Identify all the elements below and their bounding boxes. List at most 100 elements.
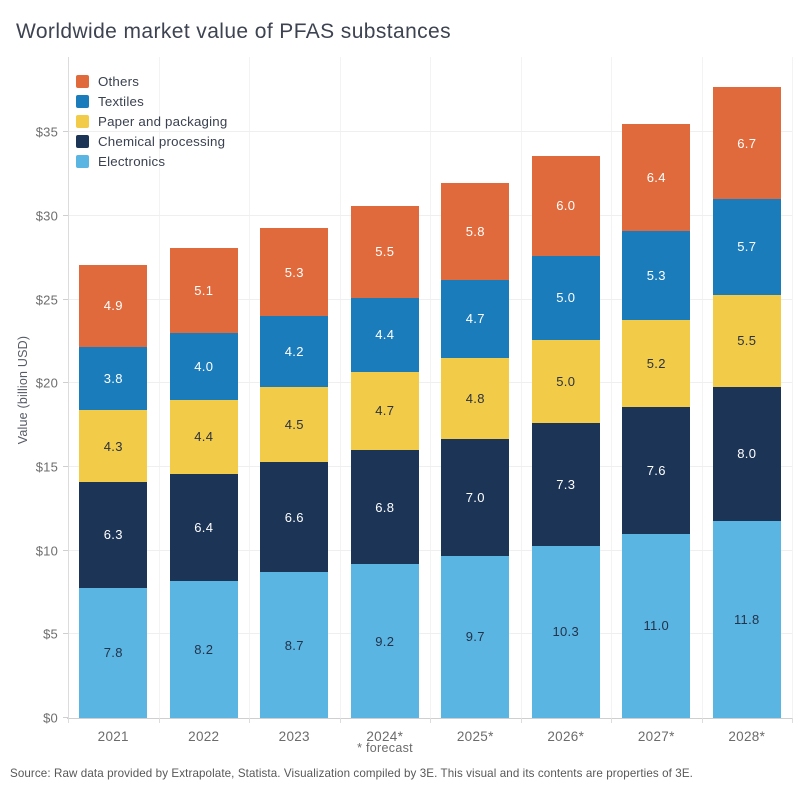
bar-value-label: 5.5	[737, 333, 757, 349]
bar-stack-2025: 9.7 7.0 4.8 4.7 5.8	[441, 182, 510, 718]
bar-segment-chemical-processing-2024: 6.8	[350, 450, 419, 564]
y-tick-label: $5	[43, 626, 58, 642]
bar-value-label: 6.7	[737, 135, 757, 151]
bar-value-label: 4.9	[103, 298, 123, 314]
bar-value-label: 5.8	[465, 223, 485, 239]
y-tick-label: $35	[35, 124, 58, 140]
y-tick-mark	[63, 382, 68, 384]
y-tick-label: $15	[35, 459, 58, 475]
bar-value-label: 6.8	[375, 499, 395, 515]
bar-value-label: 4.0	[194, 359, 214, 375]
x-tick-mark	[430, 718, 431, 723]
vertical-gridline	[611, 57, 612, 718]
bar-segment-electronics-2027: 11.0	[622, 533, 691, 718]
x-tick-label-2025: 2025*	[456, 729, 494, 744]
bar-column-2021: 7.8 6.3 4.3 3.8 4.9	[68, 57, 159, 718]
y-tick-mark	[63, 549, 68, 551]
legend-swatch-paper-and-packaging	[76, 114, 89, 128]
bar-stack-2027: 11.0 7.6 5.2 5.3 6.4	[622, 123, 691, 718]
y-tick-label: $0	[43, 710, 58, 726]
x-tick-label-2023: 2023	[278, 729, 310, 744]
bar-value-label: 6.4	[646, 169, 666, 185]
bar-segment-others-2027: 6.4	[622, 123, 691, 232]
x-tick-mark	[249, 718, 250, 723]
bar-stack-2028: 11.8 8.0 5.5 5.7 6.7	[712, 87, 781, 718]
x-tick-mark	[520, 718, 522, 723]
horizontal-gridline	[68, 466, 792, 467]
bar-stack-2023: 8.7 6.6 4.5 4.2 5.3	[260, 227, 329, 718]
y-tick-mark	[63, 633, 68, 635]
x-tick-mark	[792, 718, 793, 723]
bar-column-2025: 9.7 7.0 4.8 4.7 5.8	[430, 57, 521, 718]
vertical-gridline	[249, 57, 250, 718]
vertical-gridline	[339, 57, 341, 718]
page-title: Worldwide market value of PFAS substance…	[16, 20, 452, 43]
bar-value-label: 8.0	[737, 446, 757, 462]
bar-segment-paper-and-packaging-2022: 4.4	[169, 400, 238, 474]
bar-value-label: 4.5	[284, 416, 304, 432]
bar-segment-chemical-processing-2026: 7.3	[531, 423, 600, 546]
bar-value-label: 5.0	[556, 374, 576, 390]
bar-segment-electronics-2028: 11.8	[712, 520, 781, 718]
legend-label-textiles: Textiles	[98, 93, 144, 109]
bar-value-label: 7.8	[103, 645, 123, 661]
legend-swatch-textiles	[76, 94, 89, 108]
bar-value-label: 4.4	[375, 327, 395, 343]
bar-segment-electronics-2025: 9.7	[441, 555, 510, 718]
y-tick-mark	[63, 131, 68, 133]
x-tick-label-2028: 2028*	[728, 729, 766, 744]
bar-segment-textiles-2028: 5.7	[712, 199, 781, 295]
y-tick-label: $25	[35, 292, 58, 308]
legend: Others Textiles Paper and packaging Chemica…	[76, 74, 227, 169]
legend-swatch-others	[76, 74, 89, 88]
vertical-gridline	[430, 57, 431, 718]
bar-value-label: 3.8	[103, 370, 123, 386]
x-tick-label-2027: 2027*	[637, 729, 675, 744]
bar-segment-others-2026: 6.0	[531, 155, 600, 257]
bar-stack-2021: 7.8 6.3 4.3 3.8 4.9	[79, 264, 148, 718]
bar-segment-textiles-2023: 4.2	[260, 316, 329, 387]
y-tick-mark	[63, 466, 68, 467]
y-tick-mark	[63, 214, 68, 216]
bar-stack-2022: 8.2 6.4 4.4 4.0 5.1	[169, 247, 238, 718]
bar-value-label: 6.3	[103, 527, 123, 543]
bar-value-label: 5.3	[284, 264, 304, 280]
bar-segment-textiles-2026: 5.0	[531, 256, 600, 340]
bar-value-label: 7.3	[556, 477, 576, 493]
bar-value-label: 9.2	[375, 633, 395, 649]
bar-value-label: 4.3	[103, 438, 123, 454]
bar-segment-others-2023: 5.3	[260, 227, 329, 317]
bar-value-label: 6.4	[194, 519, 214, 535]
bar-segment-textiles-2022: 4.0	[169, 333, 238, 401]
bar-segment-others-2028: 6.7	[712, 87, 781, 200]
bar-value-label: 5.2	[646, 355, 666, 371]
bar-value-label: 10.3	[552, 624, 579, 640]
legend-swatch-electronics	[76, 154, 89, 168]
bar-segment-textiles-2021: 3.8	[79, 346, 148, 411]
bar-stack-2024: 9.2 6.8 4.7 4.4 5.5	[350, 205, 419, 718]
plot-area: $0 $5 $10 $15 $20 $25 $30 $35 7.8 6.3 4.3 3.8 4.9 8.…	[36, 57, 793, 744]
y-tick-label: $30	[35, 208, 58, 224]
bar-value-label: 5.3	[646, 267, 666, 283]
bar-segment-electronics-2021: 7.8	[79, 587, 148, 718]
bar-value-label: 8.2	[194, 641, 214, 657]
bar-segment-paper-and-packaging-2027: 5.2	[622, 319, 691, 407]
bar-segment-chemical-processing-2028: 8.0	[712, 386, 781, 521]
bar-value-label: 5.1	[194, 283, 214, 299]
bar-column-2024: 9.2 6.8 4.7 4.4 5.5	[340, 57, 431, 718]
y-axis-title: Value (billion USD)	[16, 335, 30, 445]
x-tick-label-2026: 2026*	[547, 729, 585, 744]
bar-segment-paper-and-packaging-2026: 5.0	[531, 339, 600, 424]
legend-label-chemical-processing: Chemical processing	[98, 133, 226, 149]
bar-value-label: 5.0	[556, 290, 576, 306]
bar-column-2023: 8.7 6.6 4.5 4.2 5.3	[249, 57, 340, 718]
bar-value-label: 11.0	[643, 618, 670, 634]
y-tick-label: $10	[35, 543, 58, 559]
horizontal-gridline	[68, 549, 792, 551]
legend-label-electronics: Electronics	[98, 153, 166, 169]
bar-column-2026: 10.3 7.3 5.0 5.0 6.0	[521, 57, 612, 718]
bar-segment-chemical-processing-2027: 7.6	[622, 406, 691, 534]
y-tick-label: $20	[35, 375, 58, 391]
bar-value-label: 7.6	[646, 462, 666, 478]
